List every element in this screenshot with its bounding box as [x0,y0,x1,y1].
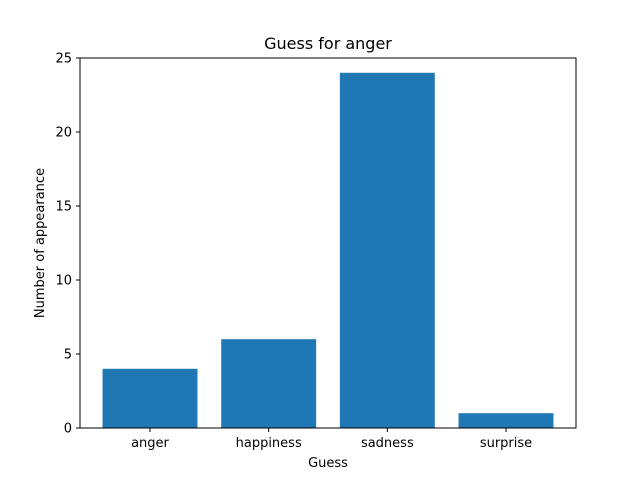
ticks-layer: anger happiness sadness surprise 0 5 10 15 20 25 [55,52,532,452]
x-tick-label: anger [131,436,169,451]
x-axis-label: Guess [308,456,348,471]
bars-layer [102,72,554,429]
chart-title: Guess for anger [264,34,392,53]
y-tick-label: 20 [55,126,72,141]
y-tick-label: 25 [55,52,72,67]
y-tick-label: 15 [55,200,72,215]
bar-happiness [221,339,317,428]
plot-frame [79,57,577,429]
bar-anger [102,368,198,428]
x-tick-label: sadness [361,436,414,451]
y-axis-label: Number of appearance [33,168,48,318]
x-tick-label: happiness [236,436,302,451]
y-tick-label: 5 [64,348,72,363]
x-tick-label: surprise [480,436,532,451]
y-tick-label: 0 [64,422,72,437]
y-tick-label: 10 [55,274,72,289]
bar-surprise [458,413,554,428]
bar-sadness [339,72,435,429]
